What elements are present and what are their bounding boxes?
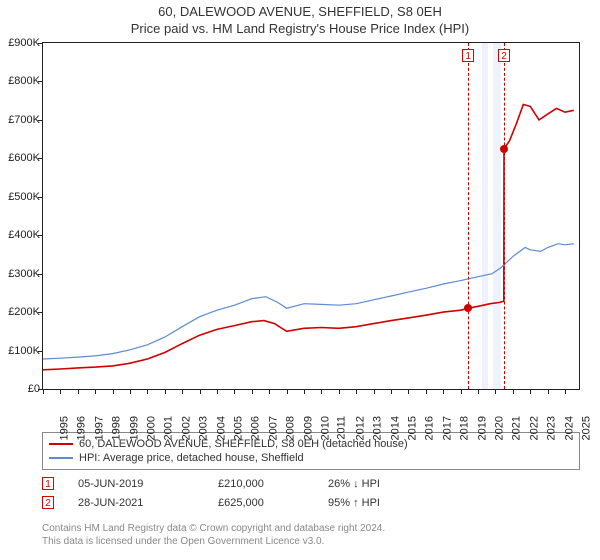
legend-swatch bbox=[49, 457, 73, 459]
x-tick-label: 2013 bbox=[372, 416, 384, 440]
legend-label: HPI: Average price, detached house, Shef… bbox=[79, 452, 304, 464]
y-tick-label: £300K bbox=[0, 268, 40, 280]
x-tick-label: 2021 bbox=[511, 416, 523, 440]
sale-delta: 26% ↓ HPI bbox=[328, 478, 438, 490]
x-tick-label: 1995 bbox=[58, 416, 70, 440]
sale-dot bbox=[500, 145, 508, 153]
x-tick-label: 1996 bbox=[76, 416, 88, 440]
x-tick-label: 2010 bbox=[320, 416, 332, 440]
sale-row: 2 28-JUN-2021£625,00095% ↑ HPI bbox=[42, 493, 580, 512]
y-tick-label: £0 bbox=[0, 383, 40, 395]
x-tick-label: 1998 bbox=[111, 416, 123, 440]
footer-line: Contains HM Land Registry data © Crown c… bbox=[42, 522, 580, 535]
y-tick-label: £400K bbox=[0, 229, 40, 241]
sale-marker-line bbox=[504, 43, 505, 389]
sale-date: 05-JUN-2019 bbox=[78, 478, 218, 490]
y-tick-label: £900K bbox=[0, 37, 40, 49]
x-tick-label: 2018 bbox=[459, 416, 471, 440]
x-tick-label: 2009 bbox=[302, 416, 314, 440]
sale-marker-index: 2 bbox=[498, 49, 510, 62]
plot-svg bbox=[43, 43, 579, 389]
legend-swatch bbox=[49, 443, 73, 445]
sale-price: £625,000 bbox=[218, 497, 328, 509]
x-tick-label: 2014 bbox=[389, 416, 401, 440]
x-tick-label: 2004 bbox=[215, 416, 227, 440]
x-tick-label: 2022 bbox=[528, 416, 540, 440]
footer-attribution: Contains HM Land Registry data © Crown c… bbox=[42, 522, 580, 548]
plot-area: 12 bbox=[42, 42, 580, 390]
sale-marker-line bbox=[468, 43, 469, 389]
y-tick-label: £800K bbox=[0, 75, 40, 87]
sale-row-index: 2 bbox=[42, 496, 54, 509]
chart-title: 60, DALEWOOD AVENUE, SHEFFIELD, S8 0EH bbox=[0, 0, 600, 19]
x-tick-label: 1999 bbox=[128, 416, 140, 440]
legend-item: HPI: Average price, detached house, Shef… bbox=[49, 451, 573, 465]
x-tick-label: 2024 bbox=[563, 416, 575, 440]
y-tick-label: £200K bbox=[0, 306, 40, 318]
y-tick-label: £700K bbox=[0, 114, 40, 126]
sales-table: 1 05-JUN-2019£210,00026% ↓ HPI 2 28-JUN-202… bbox=[42, 474, 580, 512]
sale-price: £210,000 bbox=[218, 478, 328, 490]
x-tick-label: 2015 bbox=[407, 416, 419, 440]
x-tick-label: 2006 bbox=[250, 416, 262, 440]
x-tick-label: 2007 bbox=[267, 416, 279, 440]
x-tick-label: 2005 bbox=[233, 416, 245, 440]
x-tick-label: 2008 bbox=[285, 416, 297, 440]
x-tick-label: 2003 bbox=[198, 416, 210, 440]
y-tick-label: £500K bbox=[0, 191, 40, 203]
x-tick-label: 2025 bbox=[581, 416, 593, 440]
sale-delta: 95% ↑ HPI bbox=[328, 497, 438, 509]
x-tick-label: 2019 bbox=[476, 416, 488, 440]
x-tick-label: 2012 bbox=[354, 416, 366, 440]
chart-container: 60, DALEWOOD AVENUE, SHEFFIELD, S8 0EH P… bbox=[0, 0, 600, 560]
x-tick-label: 2011 bbox=[336, 416, 348, 440]
y-tick-label: £100K bbox=[0, 345, 40, 357]
x-tick-label: 2017 bbox=[441, 416, 453, 440]
footer-line: This data is licensed under the Open Gov… bbox=[42, 535, 580, 548]
x-tick-label: 1997 bbox=[93, 416, 105, 440]
sale-marker-index: 1 bbox=[462, 49, 474, 62]
sale-dot bbox=[464, 304, 472, 312]
x-tick-label: 2002 bbox=[180, 416, 192, 440]
chart-subtitle: Price paid vs. HM Land Registry's House … bbox=[0, 19, 600, 40]
x-tick-label: 2020 bbox=[494, 416, 506, 440]
sale-date: 28-JUN-2021 bbox=[78, 497, 218, 509]
sale-row: 1 05-JUN-2019£210,00026% ↓ HPI bbox=[42, 474, 580, 493]
series-line bbox=[43, 244, 574, 359]
series-line bbox=[43, 105, 574, 370]
x-tick-label: 2016 bbox=[424, 416, 436, 440]
sale-row-index: 1 bbox=[42, 477, 54, 490]
y-tick-label: £600K bbox=[0, 152, 40, 164]
x-tick-label: 2000 bbox=[145, 416, 157, 440]
x-tick-label: 2023 bbox=[546, 416, 558, 440]
x-tick-label: 2001 bbox=[163, 416, 175, 440]
